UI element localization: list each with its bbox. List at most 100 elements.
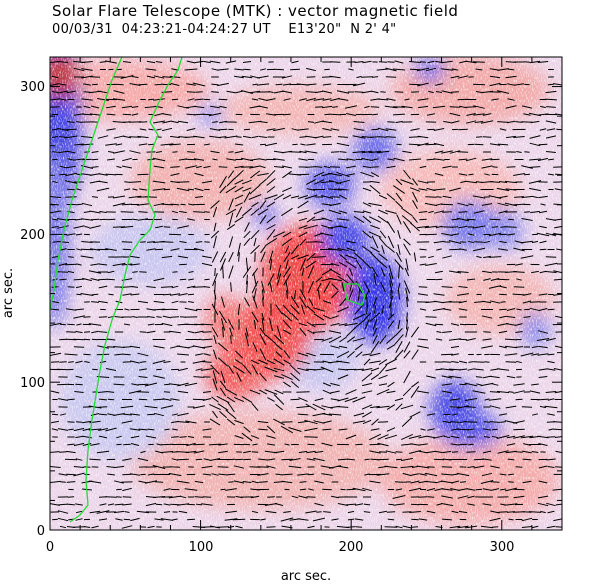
field-vector [237,303,241,316]
field-vector [51,420,59,424]
y-tick-label: 0 [37,524,45,539]
field-vector [148,128,154,131]
field-vector [116,496,122,498]
field-vector [403,370,411,384]
field-vector [322,98,332,101]
field-vector [224,518,238,521]
field-vector [426,435,436,439]
field-vector [154,83,164,86]
field-vector [347,510,355,514]
field-vector [282,304,292,315]
field-vector [177,353,189,356]
field-vector [212,158,218,161]
field-vector [313,313,325,321]
field-vector [520,352,534,357]
field-vector [234,179,244,185]
field-vector [449,106,461,108]
field-vector [210,230,220,239]
field-vector [409,411,421,418]
field-vector [385,367,397,372]
field-vector [337,397,349,402]
field-vector [222,326,224,338]
field-vector [499,315,507,319]
field-vector [153,98,165,101]
field-vector [235,350,243,359]
field-vector [90,105,100,109]
field-vector [337,406,349,408]
field-vector [531,270,539,274]
field-vector [210,105,220,109]
field-vector [362,260,372,269]
field-vector [467,368,475,371]
field-vector [267,443,275,446]
field-vector [58,473,68,476]
field-vector [84,361,90,363]
field-vector [538,195,548,199]
field-vector [491,435,499,439]
field-vector [122,157,132,162]
field-vector [307,121,315,123]
field-vector [217,82,229,87]
field-vector [370,180,380,184]
field-vector [108,151,114,153]
field-vector [74,391,84,393]
field-vector [273,358,285,366]
field-vector [482,450,492,454]
field-vector [234,68,244,71]
field-vector [346,240,356,244]
field-vector [170,203,180,206]
field-vector [88,323,102,326]
field-vector [408,143,422,146]
field-vector [397,244,401,255]
field-vector [441,90,453,94]
field-vector [106,218,116,221]
field-vector [451,353,459,356]
field-vector [139,188,147,191]
field-vector [283,381,291,388]
field-vector [337,98,349,101]
field-vector [211,91,219,93]
field-vector [60,323,66,326]
field-vector [352,135,366,139]
field-vector [81,61,93,63]
field-vector [352,337,366,342]
field-vector [386,427,396,432]
field-vector [316,282,322,292]
field-vector [380,91,386,93]
field-vector [59,165,67,169]
field-vector [98,435,108,439]
field-vector [523,61,531,63]
field-vector [536,232,550,237]
field-vector [89,225,101,229]
field-vector [483,428,491,431]
field-vector [474,368,484,371]
field-vector [395,192,403,202]
field-vector [457,293,469,296]
field-vector [406,296,408,308]
field-vector [443,435,451,439]
field-vector [330,196,340,198]
axis-ticks [49,56,563,531]
field-vector [497,450,509,454]
field-vector [370,224,380,230]
field-vector [59,98,67,101]
field-vector [297,200,309,209]
field-vector [545,391,557,393]
field-vector [83,83,91,86]
field-vector [152,188,166,191]
field-vector [146,75,156,79]
field-vector [107,158,115,161]
field-vector [386,390,396,394]
field-vector [299,150,307,154]
field-vector [252,342,258,352]
field-vector [512,293,526,296]
field-vector [546,502,556,507]
field-vector [147,428,155,431]
field-vector [452,413,458,416]
field-vector [272,231,286,238]
field-vector [282,194,292,200]
field-vector [67,121,75,123]
field-vector [361,372,373,382]
field-vector [155,503,163,506]
field-vector [466,338,476,341]
